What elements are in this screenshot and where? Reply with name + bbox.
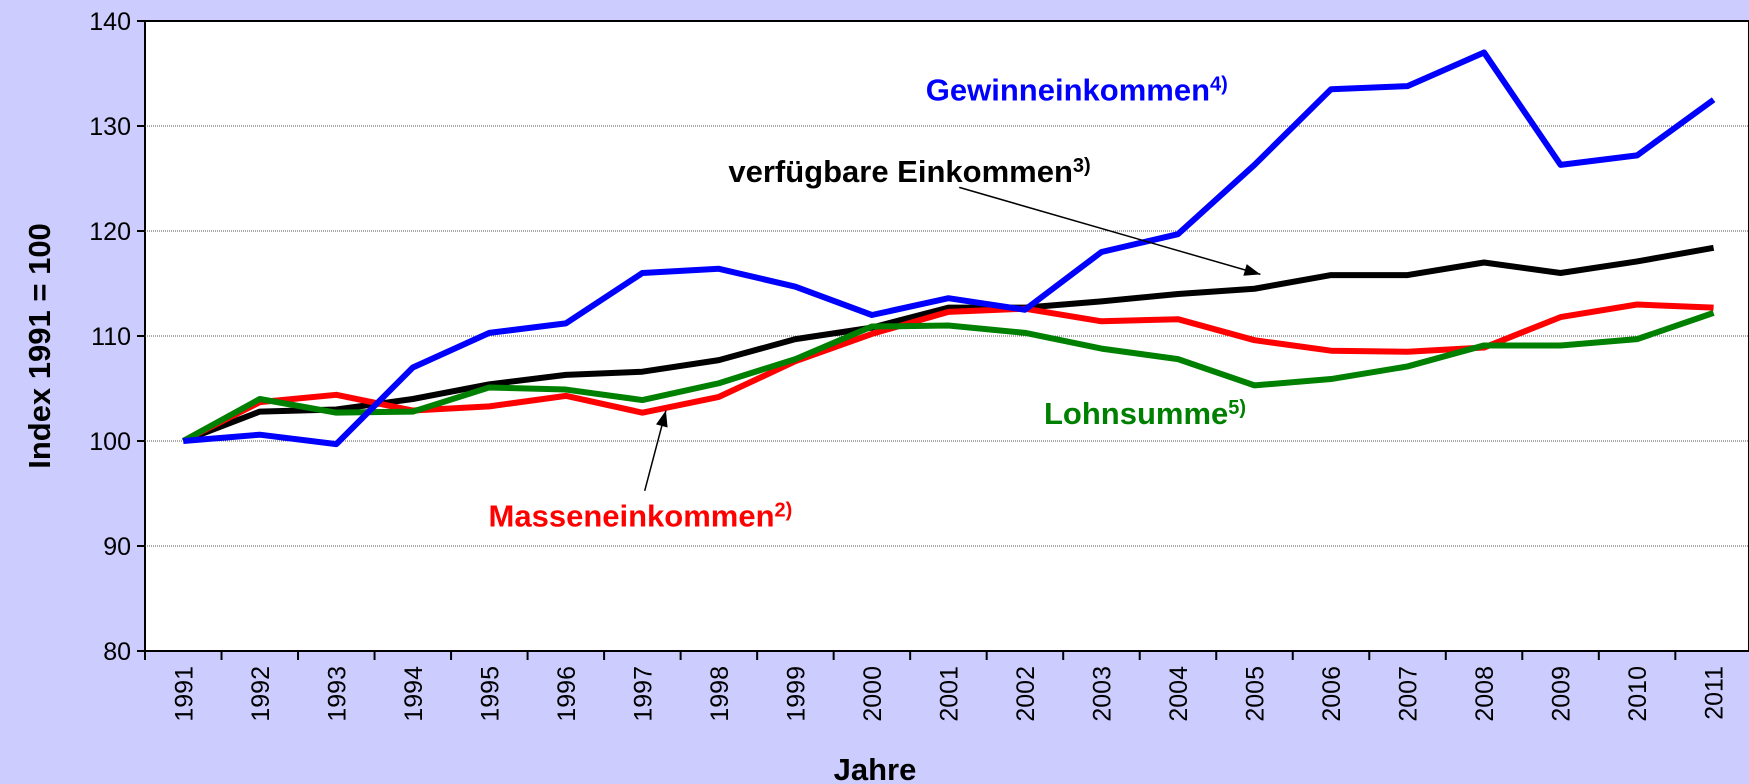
x-tick-label: 2011	[1701, 666, 1729, 720]
arrow-head	[1243, 264, 1261, 276]
x-tick-label: 2007	[1395, 666, 1423, 722]
x-tick-label: 1996	[553, 666, 581, 722]
series-footnote: 5)	[1228, 397, 1246, 419]
arrow-head	[656, 410, 668, 428]
series-line	[181, 301, 1714, 444]
x-tick-label: 2008	[1471, 666, 1499, 722]
series-line	[181, 310, 1715, 444]
x-tick-label: 2000	[859, 666, 887, 722]
x-tick-label: 2002	[1012, 666, 1040, 722]
y-tick-label: 90	[103, 533, 131, 561]
x-tick-label: 1995	[476, 666, 504, 722]
series-label: Lohnsumme5)	[1044, 396, 1246, 431]
series-name: Lohnsumme	[1044, 396, 1228, 431]
x-tick-label: 2010	[1624, 666, 1652, 722]
x-tick-label: 1993	[323, 666, 351, 722]
series-name: verfügbare Einkommen	[728, 154, 1073, 189]
x-tick-label: 1997	[629, 666, 657, 722]
y-tick-label: 130	[89, 113, 131, 141]
x-tick-label: 1992	[247, 666, 275, 722]
series-line	[183, 49, 1716, 448]
series-name: Gewinneinkommen	[926, 72, 1210, 107]
series-label: Masseneinkommen2)	[489, 498, 793, 533]
y-axis-title: Index 1991 = 100	[22, 223, 57, 469]
series-label: Gewinneinkommen4)	[926, 72, 1228, 107]
x-tick-label: 1994	[400, 666, 428, 722]
series-label: verfügbare Einkommen3)	[728, 154, 1090, 189]
y-tick-label: 120	[89, 218, 131, 246]
annotation-arrow	[959, 186, 1261, 276]
y-tick-label: 100	[89, 428, 131, 456]
series-line	[182, 244, 1715, 444]
x-tick-label: 2009	[1548, 666, 1576, 722]
x-tick-label: 2003	[1088, 666, 1116, 722]
y-tick-label: 140	[89, 8, 131, 36]
series-footnote: 3)	[1073, 155, 1091, 177]
series-footnote: 4)	[1210, 73, 1228, 95]
x-tick-label: 1999	[782, 666, 810, 722]
y-tick-label: 80	[103, 638, 131, 666]
x-tick-label: 1998	[706, 666, 734, 722]
series-footnote: 2)	[775, 499, 793, 521]
x-tick-label: 2001	[935, 666, 963, 722]
x-tick-label: 2004	[1165, 666, 1193, 722]
series-name: Masseneinkommen	[489, 498, 775, 533]
x-tick-label: 2006	[1318, 666, 1346, 722]
y-tick-label: 110	[91, 323, 131, 351]
x-tick-label: 1991	[170, 666, 198, 722]
x-axis-title: Jahre	[834, 752, 917, 784]
x-tick-label: 2005	[1241, 666, 1269, 722]
